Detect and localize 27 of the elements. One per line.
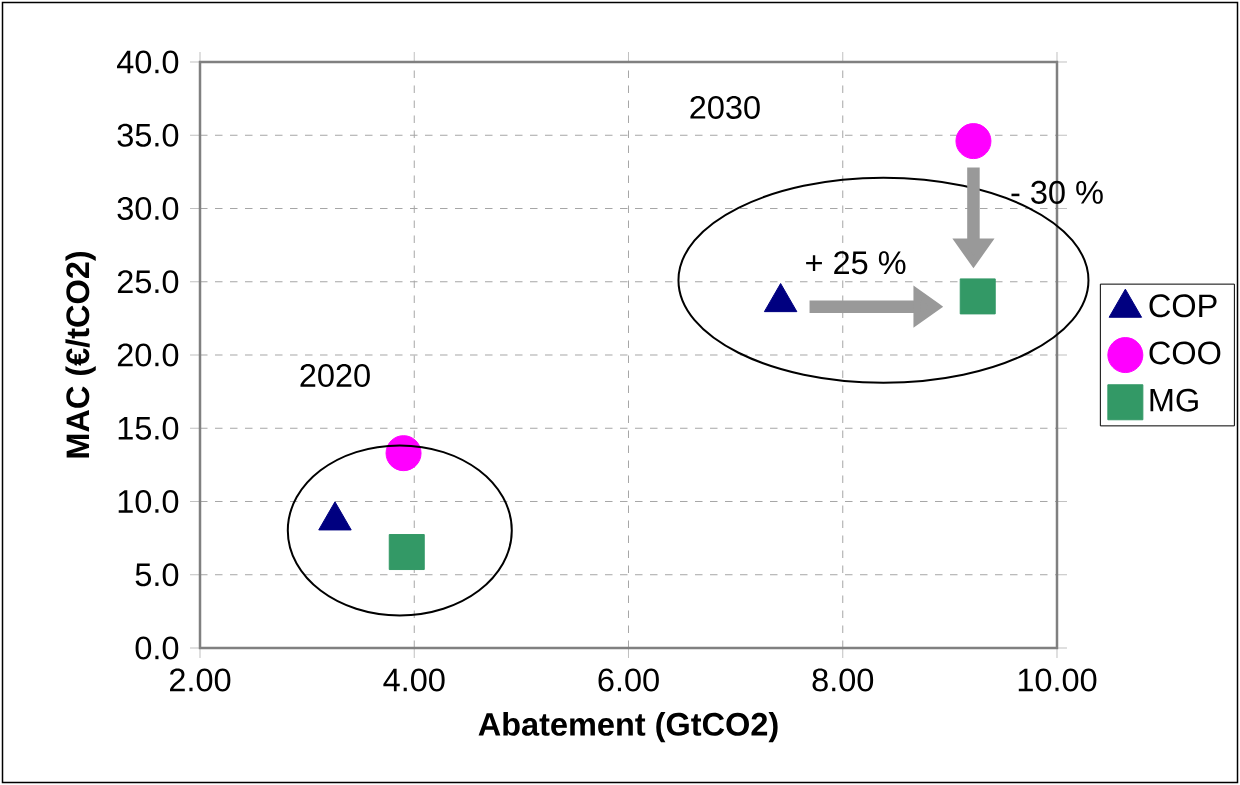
- y-tick-label: 10.0: [118, 489, 179, 513]
- annotation: - 30 %: [1011, 180, 1103, 204]
- point: [388, 534, 425, 571]
- x-tick-label: 8.00: [812, 668, 874, 692]
- x-tick-label: 10.00: [1018, 668, 1097, 692]
- y-tick-label: 15.0: [118, 416, 179, 440]
- y-axis-title: MAC (€/tCO2): [65, 251, 96, 458]
- point: [959, 278, 996, 315]
- annotation: 2030: [690, 95, 760, 119]
- point: [385, 435, 422, 472]
- y-tick-label: 30.0: [117, 196, 179, 220]
- y-tick-label: 0.0: [135, 636, 179, 660]
- y-tick-label: 5.0: [135, 563, 179, 587]
- annotation: 2020: [300, 364, 370, 388]
- y-tick-label: 40.0: [116, 50, 179, 74]
- legend-label: MG: [1150, 388, 1198, 412]
- x-tick-label: 2.00: [170, 668, 231, 692]
- y-tick-label: 20.0: [117, 343, 179, 367]
- legend-label: COP: [1149, 294, 1217, 318]
- legend-label: COO: [1149, 341, 1221, 365]
- y-tick-label: 25.0: [117, 270, 179, 294]
- x-axis-title: Abatement (GtCO2): [478, 711, 778, 743]
- point: [955, 123, 992, 160]
- annotation: + 25 %: [806, 251, 906, 275]
- x-tick-label: 6.00: [598, 668, 659, 692]
- y-tick-label: 35.0: [117, 123, 179, 147]
- x-tick-label: 4.00: [383, 668, 445, 692]
